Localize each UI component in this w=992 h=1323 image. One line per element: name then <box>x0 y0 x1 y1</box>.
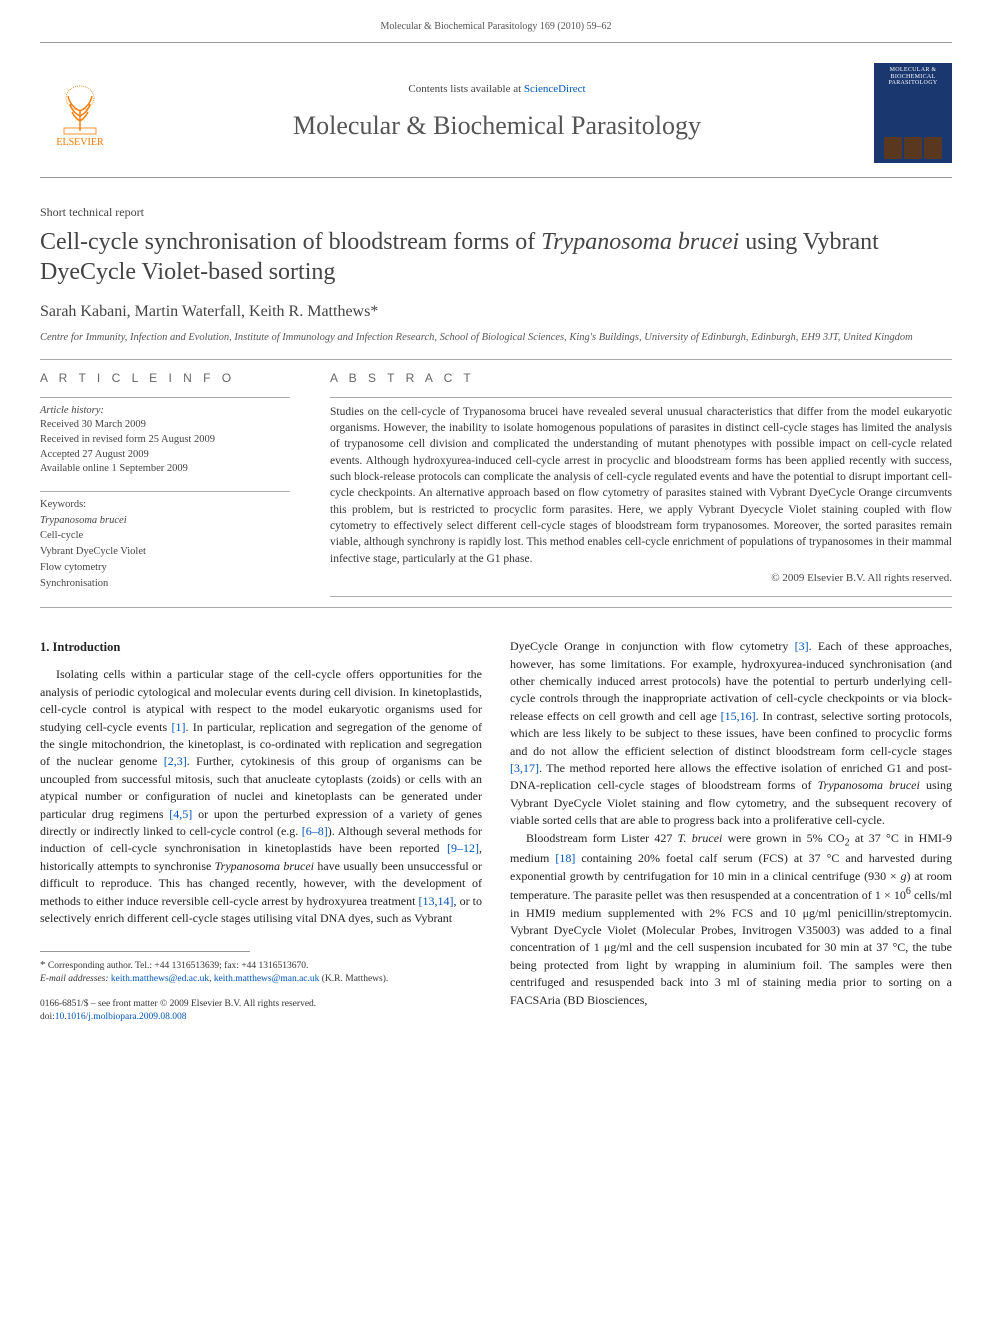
ref-15-16[interactable]: [15,16] <box>721 709 756 723</box>
ref-3a[interactable]: [3] <box>795 639 809 653</box>
rule-after-info <box>40 607 952 608</box>
corr-name: (K.R. Matthews). <box>322 974 389 984</box>
affiliation: Centre for Immunity, Infection and Evolu… <box>40 331 952 345</box>
kw-2: Vybrant DyeCycle Violet <box>40 545 290 560</box>
corr-mark: * <box>370 303 378 320</box>
journal-cover-thumb: MOLECULAR & BIOCHEMICAL PARASITOLOGY <box>874 63 952 163</box>
running-head: Molecular & Biochemical Parasitology 169… <box>40 20 952 34</box>
rule-info-2 <box>40 491 290 492</box>
email-1[interactable]: keith.matthews@ed.ac.uk <box>111 974 209 984</box>
kw-1: Cell-cycle <box>40 529 290 544</box>
front-matter-note: 0166-6851/$ – see front matter © 2009 El… <box>40 998 482 1024</box>
email-label: E-mail addresses: <box>40 974 109 984</box>
abstract-copyright: © 2009 Elsevier B.V. All rights reserved… <box>330 571 952 586</box>
ref-1[interactable]: [1] <box>171 720 185 734</box>
info-abstract-row: A R T I C L E I N F O Article history: R… <box>40 370 952 603</box>
contents-prefix: Contents lists available at <box>408 83 523 95</box>
elsevier-tree-icon <box>50 76 110 136</box>
sciencedirect-link[interactable]: ScienceDirect <box>524 83 586 95</box>
history-online: Available online 1 September 2009 <box>40 462 290 477</box>
abstract-head: A B S T R A C T <box>330 370 952 387</box>
ref-4-5[interactable]: [4,5] <box>169 807 192 821</box>
history-label: Article history: <box>40 404 290 419</box>
keywords-label: Keywords: <box>40 498 290 513</box>
title-pre: Cell-cycle synchronisation of bloodstrea… <box>40 229 541 255</box>
abstract: A B S T R A C T Studies on the cell-cycl… <box>330 370 952 603</box>
ref-13-14[interactable]: [13,14] <box>419 894 454 908</box>
keywords-block: Keywords: Trypanosoma brucei Cell-cycle … <box>40 498 290 591</box>
article-info: A R T I C L E I N F O Article history: R… <box>40 370 290 603</box>
kw-4: Synchronisation <box>40 577 290 592</box>
section-1-head: 1. Introduction <box>40 638 482 656</box>
history-received: Received 30 March 2009 <box>40 418 290 433</box>
ref-2-3[interactable]: [2,3] <box>164 754 187 768</box>
body-columns: 1. Introduction Isolating cells within a… <box>40 638 952 1023</box>
rule-abs-1 <box>330 397 952 398</box>
masthead: ELSEVIER Contents lists available at Sci… <box>40 53 952 178</box>
journal-name: Molecular & Biochemical Parasitology <box>136 108 858 144</box>
masthead-center: Contents lists available at ScienceDirec… <box>136 82 858 144</box>
rule-top <box>40 42 952 43</box>
ref-9-12[interactable]: [9–12] <box>447 841 479 855</box>
rule-info-1 <box>40 397 290 398</box>
title-species: Trypanosoma brucei <box>541 229 739 255</box>
contents-line: Contents lists available at ScienceDirec… <box>136 82 858 97</box>
publisher-label: ELSEVIER <box>56 136 103 150</box>
article-title: Cell-cycle synchronisation of bloodstrea… <box>40 227 952 287</box>
article-type: Short technical report <box>40 204 952 221</box>
ref-18[interactable]: [18] <box>555 851 575 865</box>
doi-link[interactable]: 10.1016/j.molbiopara.2009.08.008 <box>55 1012 187 1022</box>
elsevier-logo: ELSEVIER <box>40 68 120 158</box>
history-accepted: Accepted 27 August 2009 <box>40 448 290 463</box>
issn-line: 0166-6851/$ – see front matter © 2009 El… <box>40 998 482 1011</box>
cover-title: MOLECULAR & BIOCHEMICAL PARASITOLOGY <box>878 67 948 87</box>
ref-3-17[interactable]: [3,17] <box>510 761 539 775</box>
abstract-text: Studies on the cell-cycle of Trypanosoma… <box>330 404 952 567</box>
info-head: A R T I C L E I N F O <box>40 370 290 387</box>
kw-0: Trypanosoma brucei <box>40 514 290 529</box>
history-block: Article history: Received 30 March 2009 … <box>40 404 290 477</box>
rule-before-info <box>40 359 952 360</box>
ref-6-8[interactable]: [6–8] <box>302 824 328 838</box>
right-p1: DyeCycle Orange in conjunction with flow… <box>510 638 952 829</box>
history-revised: Received in revised form 25 August 2009 <box>40 433 290 448</box>
intro-paragraph: Isolating cells within a particular stag… <box>40 666 482 927</box>
body-col-left: 1. Introduction Isolating cells within a… <box>40 638 482 1023</box>
cover-images <box>878 137 948 159</box>
email-2[interactable]: keith.matthews@man.ac.uk <box>214 974 320 984</box>
body-col-right: DyeCycle Orange in conjunction with flow… <box>510 638 952 1023</box>
corr-footnote: * Corresponding author. Tel.: +44 131651… <box>40 958 482 986</box>
footnote-separator <box>40 951 250 952</box>
kw-3: Flow cytometry <box>40 561 290 576</box>
right-p2: Bloodstream form Lister 427 T. brucei we… <box>510 830 952 1009</box>
rule-abs-2 <box>330 596 952 597</box>
doi-label: doi: <box>40 1012 55 1022</box>
author-names: Sarah Kabani, Martin Waterfall, Keith R.… <box>40 303 370 320</box>
corr-text: Corresponding author. Tel.: +44 13165136… <box>48 961 309 971</box>
authors: Sarah Kabani, Martin Waterfall, Keith R.… <box>40 301 952 323</box>
